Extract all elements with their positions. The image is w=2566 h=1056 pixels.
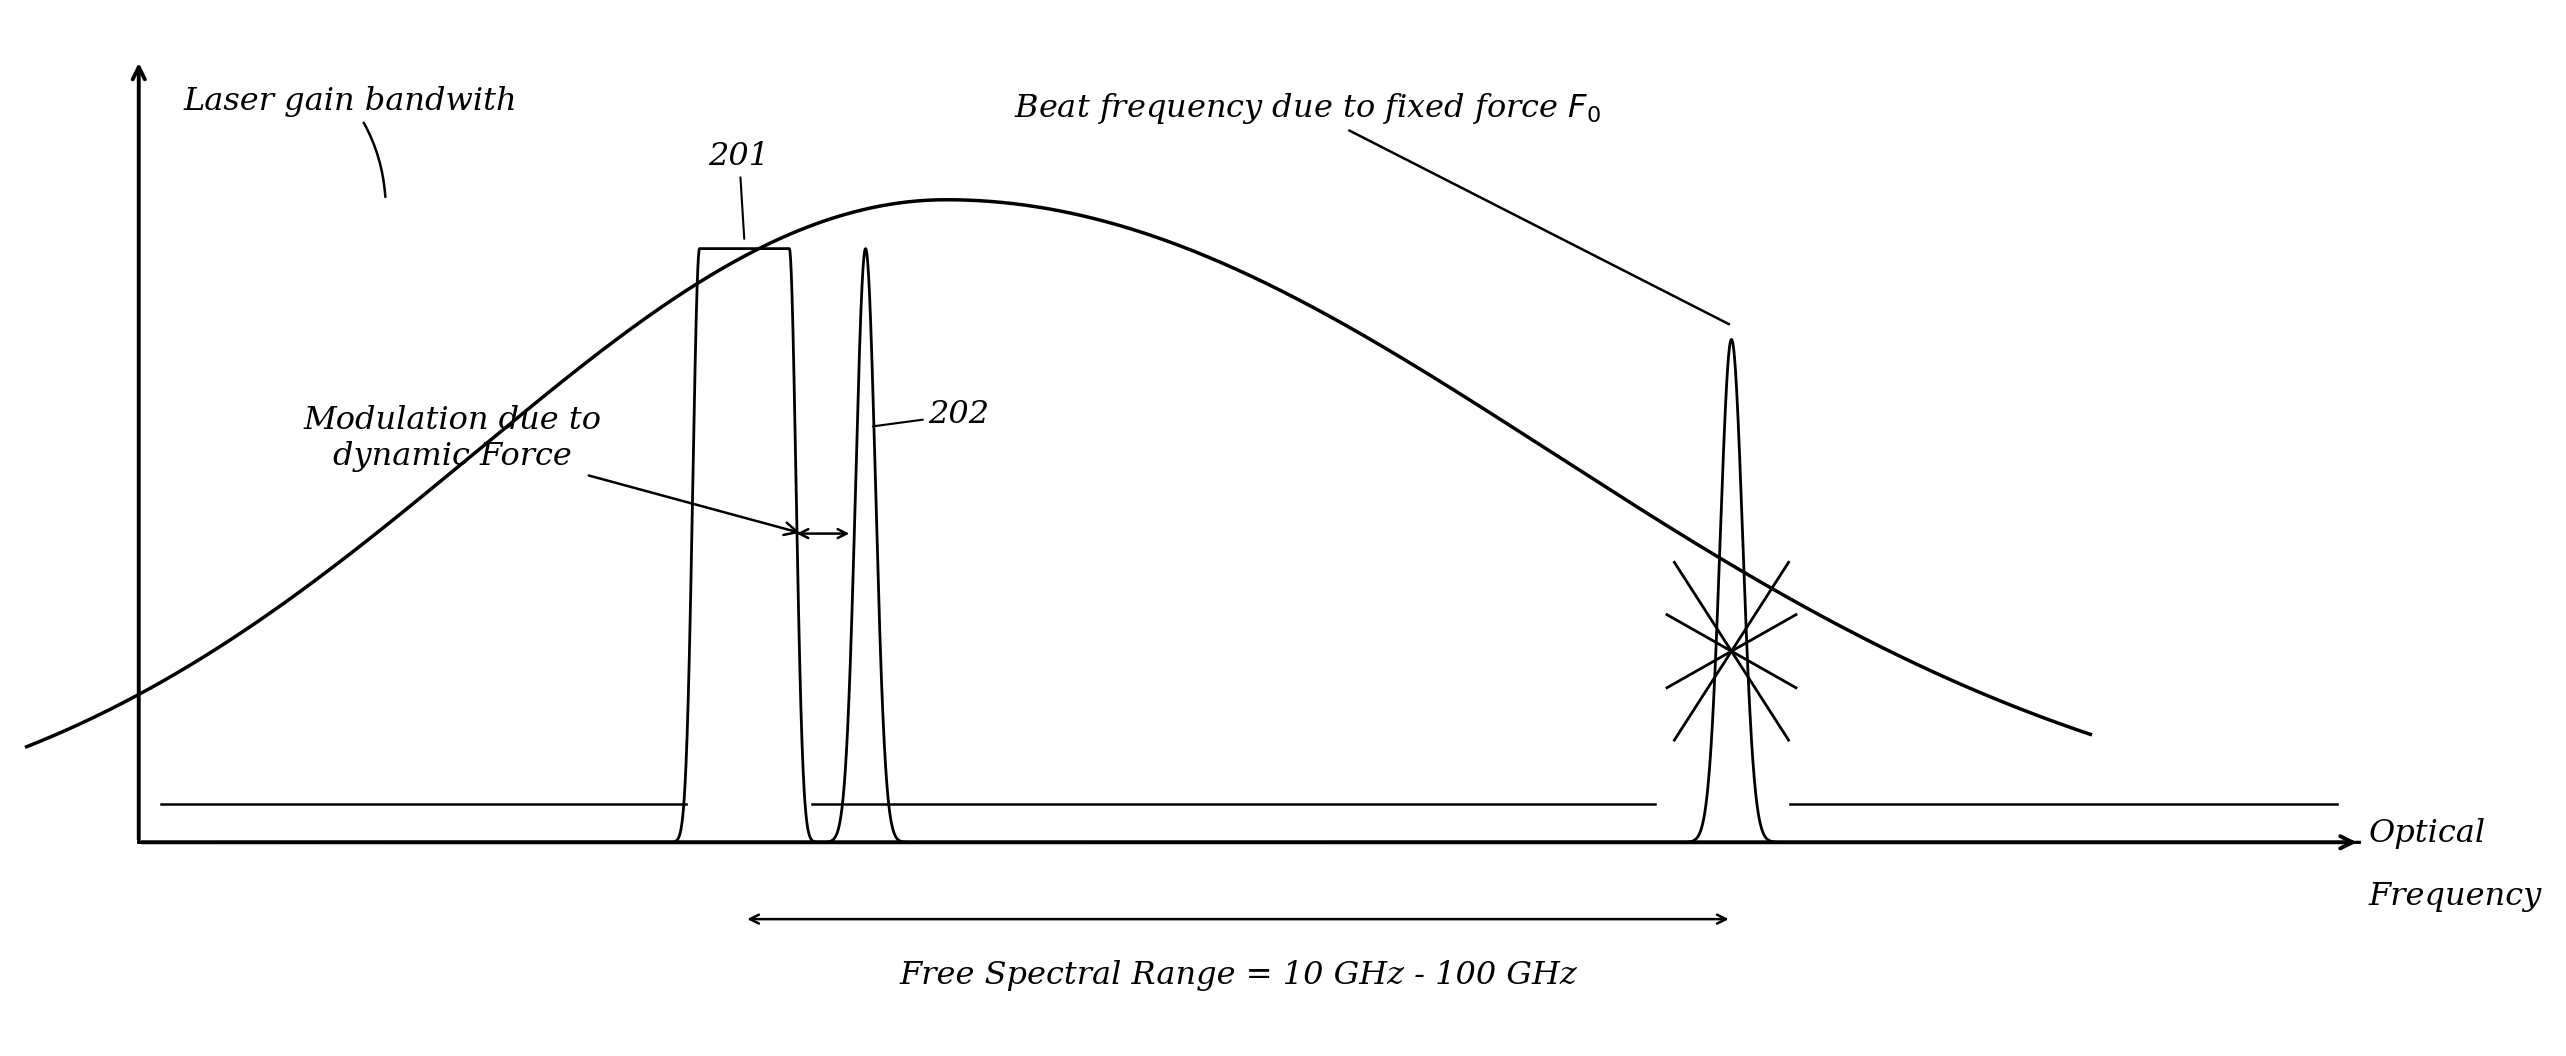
Text: Optical: Optical bbox=[2368, 817, 2486, 849]
Text: Modulation due to
dynamic Force: Modulation due to dynamic Force bbox=[303, 406, 798, 535]
Text: Frequency: Frequency bbox=[2368, 881, 2543, 911]
Text: Beat frequency due to fixed force $F_0$: Beat frequency due to fixed force $F_0$ bbox=[1014, 92, 1729, 324]
Text: Laser gain bandwith: Laser gain bandwith bbox=[185, 87, 518, 197]
Text: Free Spectral Range = 10 GHz - 100 GHz: Free Spectral Range = 10 GHz - 100 GHz bbox=[898, 960, 1578, 991]
Text: 202: 202 bbox=[872, 399, 990, 431]
Text: 201: 201 bbox=[708, 140, 770, 239]
